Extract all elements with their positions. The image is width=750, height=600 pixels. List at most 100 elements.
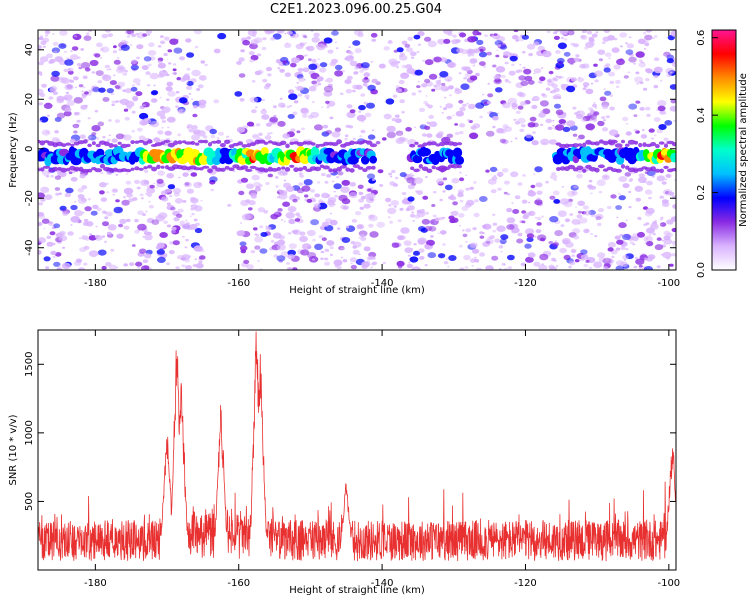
heatmap-cell [256,234,260,237]
heatmap-cell [383,46,390,51]
heatmap-cell [645,30,653,33]
heatmap-cell [406,263,413,269]
heatmap-cell [414,69,424,76]
heatmap-cell [346,104,353,109]
heatmap-band-cell [369,155,378,164]
heatmap-cell [83,86,86,89]
heatmap-cell [533,173,536,175]
heatmap-cell [469,186,475,190]
heatmap-cell [516,238,524,244]
heatmap-cell [325,77,334,83]
heatmap-cell [464,202,472,208]
heatmap-cell [182,235,185,238]
heatmap-cell [96,207,102,212]
heatmap-band-halo [663,165,669,169]
heatmap-cell [182,200,187,203]
heatmap-cell [308,58,312,62]
heatmap-band-halo [117,141,122,145]
heatmap-cell [262,108,266,111]
heatmap-cell [418,107,426,113]
heatmap-cell [527,122,536,128]
heatmap-cell [107,224,117,231]
heatmap-cell [643,87,648,91]
heatmap-cell [341,237,351,243]
heatmap-cell [319,67,327,73]
heatmap-band-halo [163,139,171,143]
heatmap-cell [344,137,348,141]
heatmap-band-halo [671,142,676,147]
heatmap-cell [663,112,667,115]
heatmap-cell [568,265,572,269]
heatmap-cell [615,85,620,89]
heatmap-cell [358,104,366,111]
heatmap-cell [506,217,516,224]
heatmap-cell [130,59,138,64]
heatmap-cell [63,68,69,73]
heatmap-cell [578,134,585,140]
heatmap-cell [448,195,454,200]
heatmap-cell [104,64,111,69]
heatmap-cell [389,181,396,186]
heatmap-cell [606,205,612,210]
heatmap-cell [239,241,247,247]
heatmap-cell [49,85,58,92]
heatmap-cell [499,268,502,270]
heatmap-cell [576,137,580,141]
heatmap-cell [578,210,582,214]
heatmap-cell [603,175,608,178]
heatmap-cell [550,90,556,94]
heatmap-cell [354,30,363,36]
heatmap-cell [100,197,108,202]
heatmap-cell [551,257,556,262]
heatmap-cell [267,73,272,77]
heatmap-cell [360,195,366,200]
heatmap-cell [469,75,478,81]
heatmap-cell [395,130,404,136]
heatmap-band-halo [60,167,68,173]
heatmap-cell [497,169,499,172]
heatmap-band-cell [454,155,465,165]
heatmap-cell [402,72,407,76]
heatmap-cell [299,42,306,47]
heatmap-cell [424,264,428,267]
heatmap-band-cell [452,147,463,158]
heatmap-cell [530,184,536,189]
heatmap-cell [482,93,485,96]
heatmap-cell [175,105,179,108]
heatmap-band-halo [302,165,308,170]
heatmap-cell [604,90,612,96]
heatmap-cell [633,114,638,117]
heatmap-cell [151,98,158,103]
heatmap-cell [653,74,659,79]
heatmap-cell [666,73,672,78]
heatmap-cell [65,187,74,194]
colorbar-tick-label: 0.2 [696,185,707,201]
heatmap-cell [646,180,653,186]
heatmap-cell [38,61,44,66]
heatmap-cell [496,35,506,43]
heatmap-cell [111,138,118,143]
heatmap-cell [445,88,449,91]
heatmap-cell [580,249,588,255]
heatmap-cell [401,191,407,196]
heatmap-cell [648,234,652,236]
heatmap-cell [54,175,62,180]
heatmap-cell [313,203,321,209]
heatmap-cell [426,133,433,138]
heatmap-cell [413,243,417,246]
heatmap-band-halo [365,140,373,145]
heatmap-cell [38,202,44,206]
heatmap-cell [265,83,272,88]
heatmap-cell [390,200,399,206]
heatmap-cell [369,231,379,238]
heatmap-cell [556,57,565,64]
heatmap-cell [310,30,314,32]
heatmap-cell [428,73,438,80]
heatmap-cell [70,54,79,61]
heatmap-cell [540,123,544,127]
heatmap-cell [172,68,177,72]
heatmap-cell [129,44,133,46]
heatmap-cell [615,247,621,251]
heatmap-band-halo [435,166,441,171]
heatmap-cell [304,94,310,99]
